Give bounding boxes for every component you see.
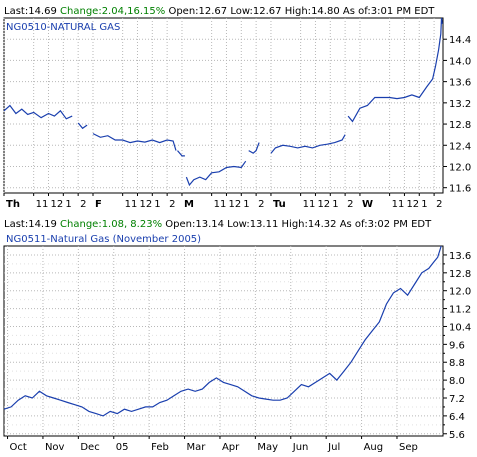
x-tick-label: W xyxy=(362,199,373,210)
chart-panel-ng0510: Last:14.69 Change:2.04,16.15% Open:12.67… xyxy=(0,0,477,215)
y-tick-label: 12.0 xyxy=(449,287,471,298)
price-series-line xyxy=(248,142,260,154)
chart-ng0511: 5.6 6.4 7.2 8.0 8.8 9.6 10.4 11.2 12.0 12.8 13.6 Oc… xyxy=(3,245,471,453)
change-value: 1.08, 8.23% xyxy=(101,219,163,230)
y-tick-label: 13.6 xyxy=(449,251,471,262)
last-label: Last: xyxy=(4,219,29,230)
x-tick-label: 1 xyxy=(421,199,427,210)
x-tick-label: Dec xyxy=(80,442,99,453)
high-label: High: xyxy=(284,6,312,17)
low-label: Low: xyxy=(227,219,250,230)
low-value: 12.67 xyxy=(252,6,282,17)
last-value: 14.69 xyxy=(28,6,57,17)
x-tick-label: Feb xyxy=(151,442,169,453)
x-tick-label: 12 xyxy=(139,199,152,210)
x-tick-label: 11 xyxy=(303,199,316,210)
price-series-line xyxy=(177,150,185,157)
chart-ng0510: 11.612.012.412.813.213.614.014.4Th 11 12 1 2… xyxy=(3,17,471,210)
symbol-title-ng0510: NG0510-NATURAL GAS xyxy=(6,22,121,33)
x-tick-label: Sep xyxy=(399,442,418,453)
x-tick-label: M xyxy=(184,199,194,210)
last-label: Last: xyxy=(4,6,29,17)
x-tick-label: Jun xyxy=(292,442,309,453)
x-tick-label: 2 xyxy=(436,199,442,210)
price-series-line xyxy=(270,134,346,154)
x-tick-label: Jul xyxy=(327,442,340,453)
y-tick-label: 5.6 xyxy=(449,430,465,441)
y-tick-label: 8.0 xyxy=(449,376,465,387)
x-tick-label: 12 xyxy=(406,199,419,210)
y-tick-label: 14.0 xyxy=(449,56,471,67)
x-tick-label: May xyxy=(257,442,278,453)
y-tick-label: 11.2 xyxy=(449,305,471,316)
x-tick-label: 1 xyxy=(243,199,249,210)
price-series-line xyxy=(3,245,442,417)
quote-line-ng0511: Last:14.19 Change:1.08, 8.23% Open:13.14… xyxy=(4,219,431,231)
x-tick-label: 11 xyxy=(36,199,49,210)
open-label: Open: xyxy=(168,6,199,17)
x-tick-label: 11 xyxy=(392,199,405,210)
change-value: 2.04,16.15% xyxy=(101,6,166,17)
x-tick-label: Th xyxy=(6,199,20,210)
x-tick-label: F xyxy=(95,199,102,210)
x-tick-label: 11 xyxy=(125,199,138,210)
quote-line-ng0510: Last:14.69 Change:2.04,16.15% Open:12.67… xyxy=(4,6,434,18)
x-tick-label: 05 xyxy=(116,442,129,453)
price-series-line xyxy=(3,104,73,120)
x-tick-label: Apr xyxy=(222,442,240,453)
x-tick-label: Oct xyxy=(10,442,27,453)
y-tick-label: 12.8 xyxy=(449,120,471,131)
x-tick-label: 12 xyxy=(317,199,330,210)
x-tick-label: 12 xyxy=(228,199,241,210)
x-tick-label: 2 xyxy=(347,199,353,210)
x-tick-label: Tu xyxy=(273,199,286,210)
low-label: Low: xyxy=(230,6,253,17)
high-value: 14.32 xyxy=(307,219,337,230)
x-tick-label: 1 xyxy=(332,199,338,210)
y-tick-label: 14.4 xyxy=(449,35,471,46)
x-tick-label: 2 xyxy=(258,199,264,210)
x-tick-label: Mar xyxy=(187,442,207,453)
y-tick-label: 13.2 xyxy=(449,99,471,110)
x-tick-label: 1 xyxy=(154,199,160,210)
y-tick-label: 12.8 xyxy=(449,269,471,280)
y-tick-label: 11.6 xyxy=(449,184,471,195)
asof-label: As of: xyxy=(342,6,371,17)
x-tick-label: Aug xyxy=(364,442,384,453)
y-tick-label: 12.4 xyxy=(449,141,471,152)
high-label: High: xyxy=(281,219,308,230)
y-tick-label: 8.8 xyxy=(449,358,465,369)
symbol-title-ng0511: NG0511-Natural Gas (November 2005) xyxy=(6,234,202,245)
open-label: Open: xyxy=(165,219,196,230)
x-tick-label: 12 xyxy=(50,199,63,210)
y-tick-label: 10.4 xyxy=(449,322,471,333)
y-tick-label: 7.2 xyxy=(449,394,465,405)
x-tick-label: 2 xyxy=(80,199,86,210)
y-tick-label: 12.0 xyxy=(449,162,471,173)
price-series-line xyxy=(77,122,88,130)
price-series-line xyxy=(347,17,443,123)
asof-value: 3:01 PM EDT xyxy=(370,6,435,17)
y-tick-label: 13.6 xyxy=(449,78,471,89)
open-value: 13.14 xyxy=(195,219,224,230)
change-label: Change: xyxy=(60,219,102,230)
asof-label: As of: xyxy=(339,219,368,230)
y-tick-label: 9.6 xyxy=(449,340,465,351)
y-tick-label: 6.4 xyxy=(449,412,465,423)
x-tick-label: 2 xyxy=(169,199,175,210)
x-tick-label: 1 xyxy=(65,199,71,210)
price-series-line xyxy=(185,160,247,187)
low-value: 13.11 xyxy=(249,219,279,230)
change-label: Change: xyxy=(60,6,102,17)
high-value: 14.80 xyxy=(311,6,340,17)
last-value: 14.19 xyxy=(28,219,57,230)
chart-panel-ng0511: Last:14.19 Change:1.08, 8.23% Open:13.14… xyxy=(0,215,477,457)
x-tick-label: Nov xyxy=(45,442,65,453)
open-value: 12.67 xyxy=(198,6,228,17)
price-series-line xyxy=(92,133,177,151)
plot-frame xyxy=(3,245,444,437)
plot-frame xyxy=(3,17,444,194)
asof-value: 3:02 PM EDT xyxy=(367,219,432,230)
x-tick-label: 11 xyxy=(214,199,227,210)
